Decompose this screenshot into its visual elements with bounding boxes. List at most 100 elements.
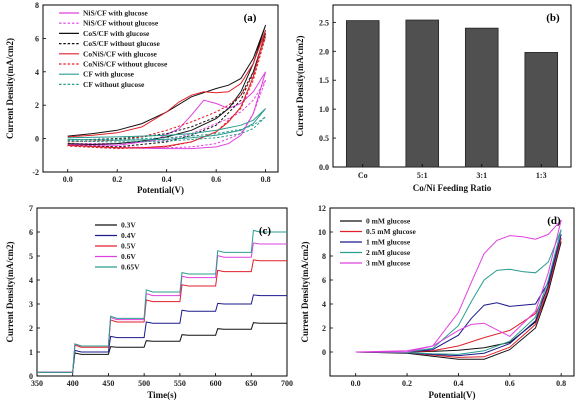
legend-entry: 3 mM glucose <box>366 259 411 268</box>
y-tick-label: 12 <box>318 204 326 213</box>
legend-entry: 2 mM glucose <box>366 248 411 257</box>
legend-entry: NiS/CF with glucose <box>83 9 148 18</box>
series-line <box>355 229 562 355</box>
x-tick-label: 5:1 <box>417 171 428 180</box>
legend-entry: 0.65V <box>121 263 140 272</box>
series-line <box>355 237 562 358</box>
y-tick-label: 8 <box>322 252 326 261</box>
legend-entry: 0.5V <box>121 242 136 251</box>
legend-entry: CoS/CF without glucose <box>83 39 160 48</box>
legend-entry: 0.3V <box>121 221 136 230</box>
series-line <box>67 33 267 148</box>
legend-entry: 0 mM glucose <box>366 217 411 226</box>
x-tick-label: 550 <box>174 379 186 388</box>
plot-frame <box>332 4 572 168</box>
y-axis-label: Current Density(mA/cm2) <box>295 35 305 136</box>
legend-entry: 1 mM glucose <box>366 238 411 247</box>
y-tick-label: 0 <box>29 372 33 381</box>
x-tick-label: 500 <box>138 379 150 388</box>
series-line <box>67 71 267 150</box>
y-tick-label: 3 <box>29 300 33 309</box>
bar <box>405 19 440 168</box>
plot-frame <box>42 4 279 173</box>
legend-entry: 0.5 mM glucose <box>366 227 416 236</box>
x-tick-label: 0.8 <box>261 175 271 184</box>
y-tick-label: 2 <box>29 324 33 333</box>
series-line <box>355 241 562 360</box>
x-tick-label: Co <box>358 171 368 180</box>
y-axis-label: Current Density(mA/cm2) <box>5 38 15 139</box>
series-line <box>37 259 287 373</box>
y-tick-label: 4 <box>29 276 33 285</box>
y-tick-label: 4 <box>322 300 326 309</box>
legend-entry: CoNiS/CF without glucose <box>83 60 168 69</box>
plot-frame <box>329 207 575 377</box>
y-tick-label: 2.5 <box>319 18 329 27</box>
series-line <box>37 322 287 373</box>
y-tick-label: 0.0 <box>319 163 329 172</box>
x-tick-label: 1:3 <box>536 171 547 180</box>
legend-entry: CF with glucose <box>83 70 135 79</box>
y-tick-label: 0 <box>322 348 326 357</box>
x-axis-label: Time(s) <box>147 390 176 400</box>
panel-b: 0.0 0.5 1.0 1.5 2.0 2.5 Co 5:1 3:1 1:3 Co/Ni Feedi… <box>295 4 572 193</box>
bar <box>464 27 499 168</box>
series-line <box>67 116 266 143</box>
y-tick-label: 0.5 <box>319 134 329 143</box>
y-tick-label: 8 <box>35 1 39 10</box>
y-tick-label: 2 <box>322 324 326 333</box>
series-line <box>37 294 287 373</box>
y-tick-label: 5 <box>29 252 33 261</box>
y-tick-label: 7 <box>29 204 33 213</box>
x-axis-label: Potential(V) <box>429 390 476 400</box>
y-axis-label: Current Density(mA/cm2) <box>5 241 15 342</box>
x-tick-label: 0.2 <box>402 379 412 388</box>
series-line <box>67 79 267 149</box>
y-tick-label: 0 <box>35 135 39 144</box>
x-tick-label: 3:1 <box>476 171 487 180</box>
series-line <box>355 234 562 357</box>
legend-entry: CoS/CF with glucose <box>83 29 150 38</box>
x-tick-label: 0.6 <box>505 379 515 388</box>
x-axis-label: Co/Ni Feeding Ratio <box>413 183 492 193</box>
y-tick-label: 1.5 <box>319 76 329 85</box>
y-axis-label: Current Density(mA/cm2) <box>300 241 310 342</box>
x-tick-label: 0.2 <box>112 175 122 184</box>
x-tick-label: 400 <box>67 379 79 388</box>
legend-entry: NiS/CF without glucose <box>83 19 159 28</box>
x-tick-label: 0.4 <box>453 379 463 388</box>
plot-frame <box>36 207 288 377</box>
x-tick-label: 0.4 <box>162 175 172 184</box>
x-tick-label: 0.8 <box>556 379 566 388</box>
series-line <box>67 108 266 141</box>
y-tick-label: 2 <box>35 101 39 110</box>
y-tick-label: 6 <box>35 34 39 43</box>
x-axis-label: Potential(V) <box>137 185 184 195</box>
panel-label: (c) <box>259 225 272 237</box>
panel-a: 0.0 0.2 0.4 0.6 0.8 -2 0 2 4 6 8 Potential(V) Curren… <box>5 1 279 195</box>
series-line <box>355 219 562 353</box>
y-tick-label: 2.0 <box>319 47 329 56</box>
bar <box>524 52 559 168</box>
y-tick-label: 1 <box>29 348 33 357</box>
y-tick-label: 6 <box>322 276 326 285</box>
y-tick-label: 4 <box>35 68 39 77</box>
x-tick-label: 600 <box>210 379 222 388</box>
x-tick-label: 0.0 <box>351 379 361 388</box>
legend-entry: CoNiS/CF with glucose <box>83 49 158 58</box>
y-tick-label: -2 <box>32 168 39 177</box>
x-tick-label: 0.0 <box>63 175 73 184</box>
x-tick-label: 0.6 <box>211 175 221 184</box>
panel-c: 350 400 450 500 550 600 650 700 0 1 2 3 4 5 6 7 Time(s) C… <box>5 204 293 400</box>
x-tick-label: 350 <box>31 379 43 388</box>
y-tick-label: 6 <box>29 228 33 237</box>
panel-label: (b) <box>546 12 560 24</box>
series-line <box>67 36 267 150</box>
x-tick-label: 450 <box>102 379 114 388</box>
panel-label: (d) <box>547 215 561 227</box>
x-tick-label: 650 <box>245 379 257 388</box>
series-line <box>37 229 287 373</box>
y-tick-label: 1.0 <box>319 105 329 114</box>
y-tick-label: 10 <box>318 228 326 237</box>
